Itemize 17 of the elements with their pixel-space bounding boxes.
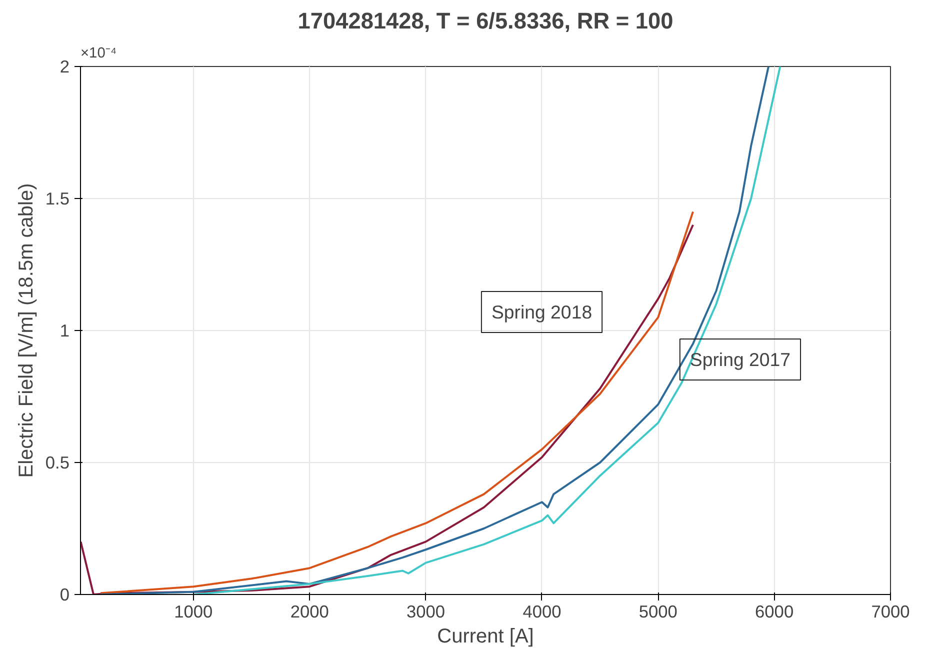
y-tick-label: 0.5 (45, 452, 70, 472)
x-tick-label: 7000 (871, 602, 910, 622)
y-tick-label: 1 (60, 320, 70, 340)
y-tick-label: 0 (60, 584, 70, 604)
x-tick-label: 5000 (638, 602, 678, 622)
text: ×10⁻⁴ (80, 46, 117, 62)
x-tick-label: 3000 (406, 602, 446, 622)
x-tick-label: 2000 (290, 602, 329, 622)
x-tick-label: 4000 (522, 602, 562, 622)
annotation: Spring 2018 (491, 302, 592, 323)
x-tick-label: 6000 (755, 602, 794, 622)
y-tick-label: 2 (60, 56, 70, 76)
x-tick-label: 1000 (174, 602, 213, 622)
chart-title: 1704281428, T = 6/5.8336, RR = 100 (298, 8, 674, 34)
x-axis-title: Current [A] (437, 626, 534, 648)
y-tick-label: 1.5 (45, 188, 70, 208)
y-axis-title: Electric Field [V/m] (18.5m cable) (15, 183, 38, 478)
